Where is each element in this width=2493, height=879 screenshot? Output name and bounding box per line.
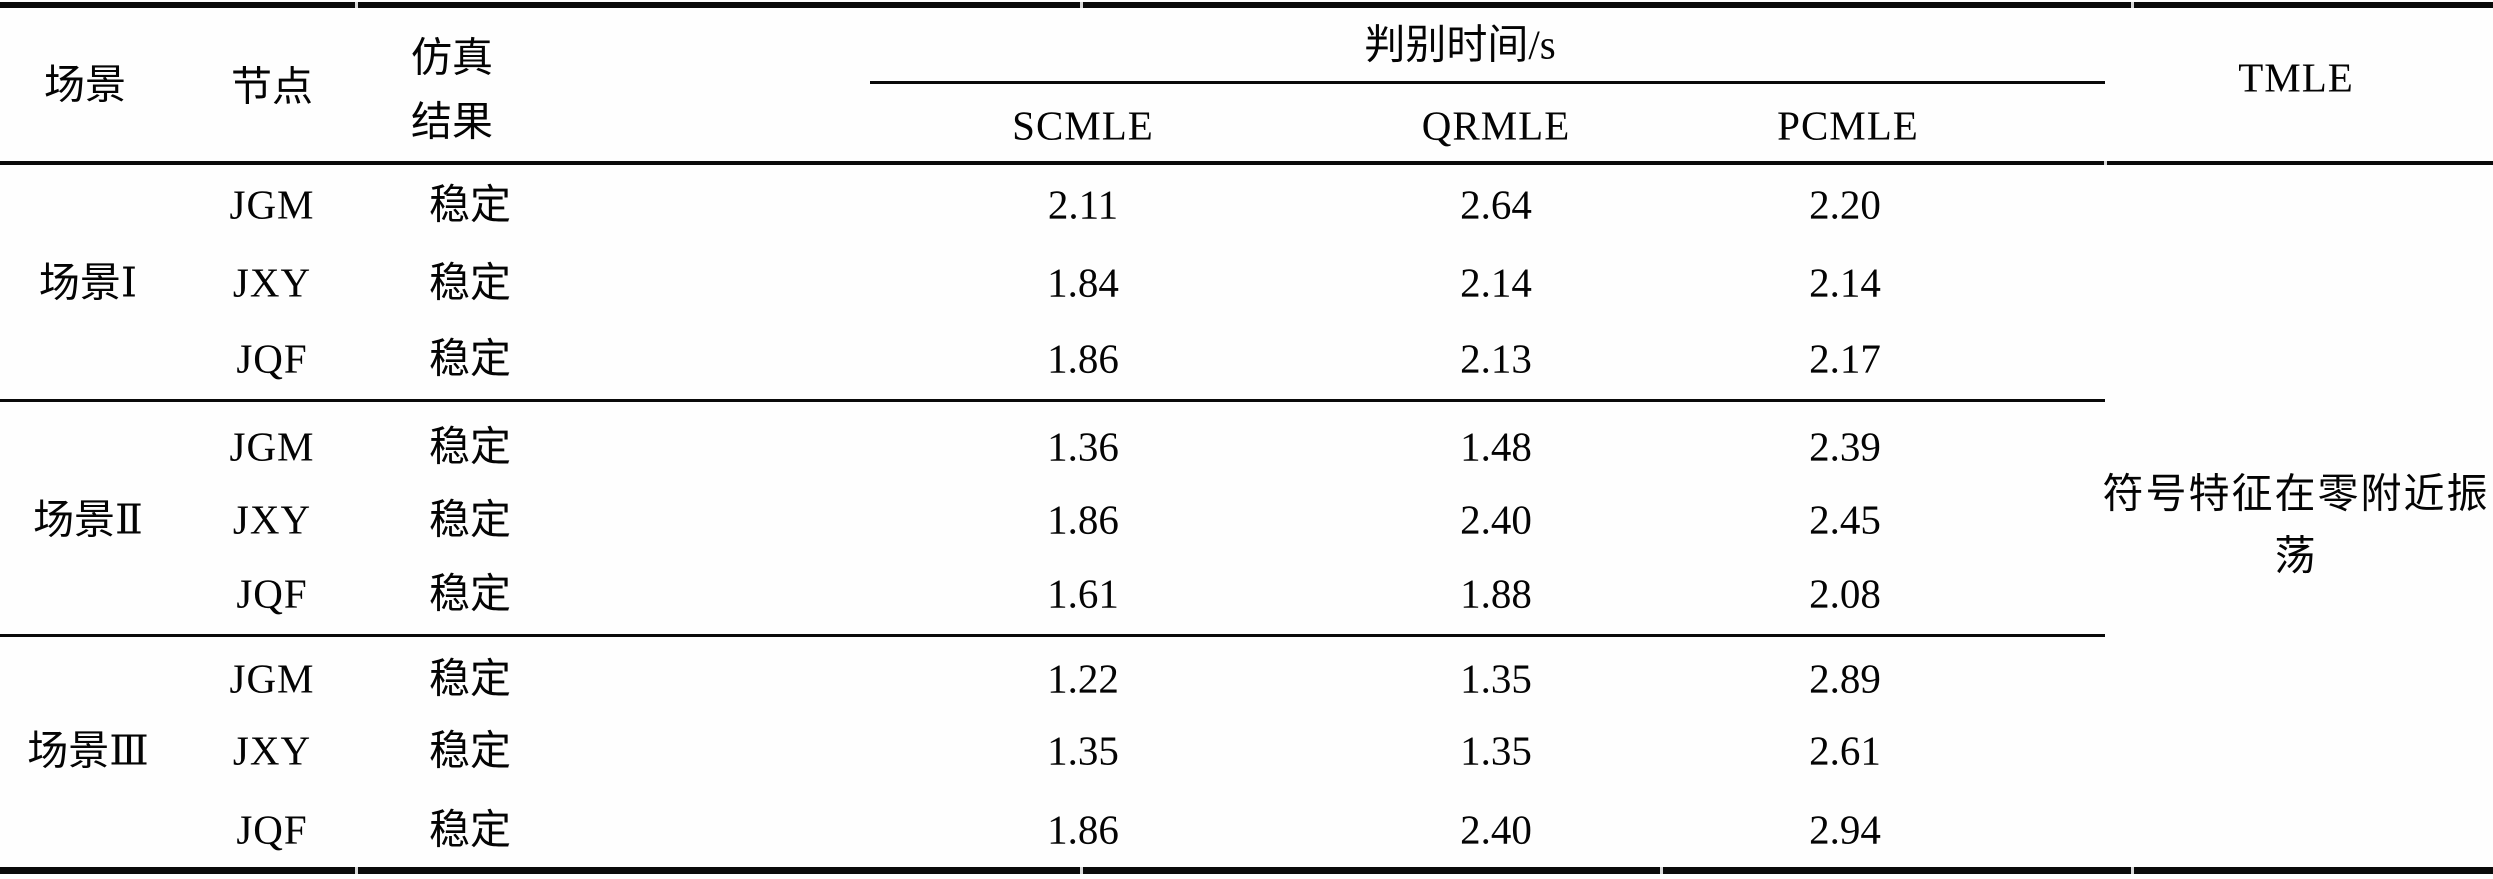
scene-label-3: 场景Ⅲ bbox=[27, 727, 149, 774]
node-cell: JXY bbox=[232, 259, 312, 306]
border-joint bbox=[355, 2, 358, 8]
result-cell: 稳定 bbox=[429, 570, 511, 617]
group1-separator-rule bbox=[0, 399, 2105, 402]
time-group-underline-rule bbox=[870, 81, 2105, 84]
node-cell: JQF bbox=[236, 335, 308, 382]
tmle-note-line1: 符号特征在零附近振 bbox=[2102, 470, 2490, 517]
result-cell: 稳定 bbox=[429, 806, 511, 853]
pcmle-value: 2.94 bbox=[1809, 806, 1881, 853]
header-scene: 场景 bbox=[44, 61, 126, 108]
pcmle-value: 2.39 bbox=[1809, 423, 1881, 470]
border-joint bbox=[1660, 867, 1663, 874]
pcmle-value: 2.08 bbox=[1809, 570, 1881, 617]
pcmle-value: 2.61 bbox=[1809, 727, 1881, 774]
border-joint bbox=[2131, 2, 2134, 8]
result-cell: 稳定 bbox=[429, 181, 511, 228]
scmle-value: 1.35 bbox=[1047, 727, 1119, 774]
node-cell: JQF bbox=[236, 570, 308, 617]
scmle-value: 1.61 bbox=[1047, 570, 1119, 617]
top-border-rule bbox=[0, 2, 2493, 8]
node-cell: JQF bbox=[236, 806, 308, 853]
border-joint bbox=[2131, 867, 2134, 874]
scmle-value: 2.11 bbox=[1047, 181, 1119, 228]
result-cell: 稳定 bbox=[429, 335, 511, 382]
scmle-value: 1.86 bbox=[1047, 806, 1119, 853]
qrmle-value: 2.13 bbox=[1460, 335, 1532, 382]
qrmle-value: 2.14 bbox=[1460, 259, 1532, 306]
tmle-note-line2: 荡 bbox=[2274, 532, 2318, 579]
header-qrmle: QRMLE bbox=[1421, 102, 1571, 149]
pcmle-value: 2.20 bbox=[1809, 181, 1881, 228]
qrmle-value: 1.35 bbox=[1460, 727, 1532, 774]
qrmle-value: 1.35 bbox=[1460, 655, 1532, 702]
border-joint bbox=[2104, 161, 2107, 165]
scmle-value: 1.84 bbox=[1047, 259, 1119, 306]
pcmle-value: 2.89 bbox=[1809, 655, 1881, 702]
node-cell: JXY bbox=[232, 496, 312, 543]
scene-label-1: 场景Ⅰ bbox=[38, 259, 138, 306]
header-bottom-rule bbox=[0, 161, 2493, 165]
qrmle-value: 2.40 bbox=[1460, 806, 1532, 853]
scene-label-2: 场景Ⅱ bbox=[33, 496, 143, 543]
scmle-value: 1.36 bbox=[1047, 423, 1119, 470]
header-scmle: SCMLE bbox=[1012, 102, 1154, 149]
qrmle-value: 2.40 bbox=[1460, 496, 1532, 543]
border-joint bbox=[1080, 2, 1083, 8]
qrmle-value: 1.88 bbox=[1460, 570, 1532, 617]
result-cell: 稳定 bbox=[429, 423, 511, 470]
header-tmle: TMLE bbox=[2238, 54, 2354, 101]
qrmle-value: 2.64 bbox=[1460, 181, 1532, 228]
group2-separator-rule bbox=[0, 634, 2105, 637]
result-cell: 稳定 bbox=[429, 655, 511, 702]
result-cell: 稳定 bbox=[429, 727, 511, 774]
scmle-value: 1.22 bbox=[1047, 655, 1119, 702]
node-cell: JGM bbox=[229, 655, 315, 702]
header-sim-result-line2: 结果 bbox=[411, 98, 493, 145]
scmle-value: 1.86 bbox=[1047, 496, 1119, 543]
qrmle-value: 1.48 bbox=[1460, 423, 1532, 470]
node-cell: JGM bbox=[229, 181, 315, 228]
header-pcmle: PCMLE bbox=[1777, 102, 1919, 149]
scmle-value: 1.86 bbox=[1047, 335, 1119, 382]
border-joint bbox=[1080, 867, 1083, 874]
header-time-group: 判别时间/s bbox=[1364, 21, 1556, 68]
header-sim-result-line1: 仿真 bbox=[411, 34, 493, 81]
header-node: 节点 bbox=[231, 63, 313, 110]
result-cell: 稳定 bbox=[429, 496, 511, 543]
node-cell: JGM bbox=[229, 423, 315, 470]
bottom-border-rule bbox=[0, 867, 2493, 874]
pcmle-value: 2.17 bbox=[1809, 335, 1881, 382]
border-joint bbox=[355, 867, 358, 874]
pcmle-value: 2.45 bbox=[1809, 496, 1881, 543]
node-cell: JXY bbox=[232, 727, 312, 774]
pcmle-value: 2.14 bbox=[1809, 259, 1881, 306]
result-cell: 稳定 bbox=[429, 259, 511, 306]
